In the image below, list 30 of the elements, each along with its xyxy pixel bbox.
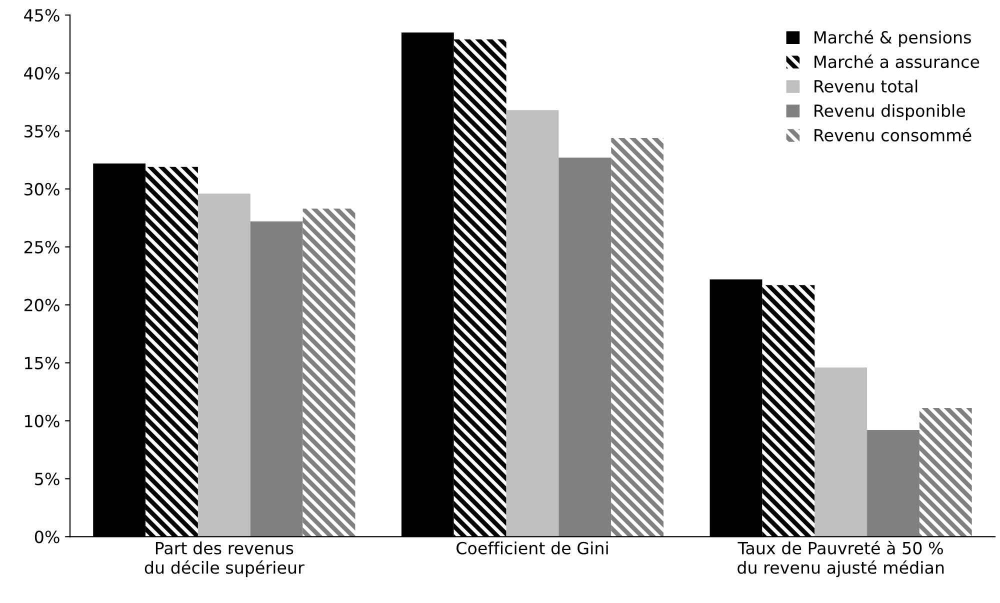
bar — [250, 221, 303, 537]
y-tick-label: 20% — [24, 298, 60, 312]
x-tick-label: Coefficient de Gini — [456, 542, 608, 554]
x-tick-label: Part des revenus du décile supérieur — [144, 542, 304, 578]
bar — [558, 158, 612, 537]
y-tick-label: 45% — [24, 9, 60, 22]
y-tick-label: 15% — [25, 356, 60, 370]
legend-label: Marché a assurance — [814, 54, 980, 68]
y-tick-label: 30% — [24, 182, 60, 196]
y-tick-label: 0% — [34, 530, 60, 544]
legend-label: Marché & pensions — [814, 30, 971, 47]
bar — [454, 39, 506, 537]
legend-label: Revenu disponible — [814, 104, 966, 120]
bar — [146, 166, 198, 537]
bar — [814, 367, 868, 537]
bar — [919, 408, 972, 537]
y-tick-label: 35% — [24, 124, 60, 138]
y-tick-label: 25% — [24, 240, 60, 254]
legend-label: Revenu consommé — [814, 128, 972, 142]
y-tick-label: 40% — [24, 66, 60, 80]
y-tick-label: 5% — [35, 472, 60, 486]
legend-label: Revenu total — [814, 80, 918, 93]
bar — [611, 138, 664, 537]
x-tick-label: Taux de Pauvreté à 50 % du revenu ajusté médian — [738, 540, 944, 578]
bar — [506, 110, 559, 537]
bar — [198, 194, 250, 537]
bar — [867, 430, 920, 537]
y-tick-label: 10% — [25, 414, 60, 428]
bar — [762, 285, 815, 537]
bar — [302, 208, 356, 537]
